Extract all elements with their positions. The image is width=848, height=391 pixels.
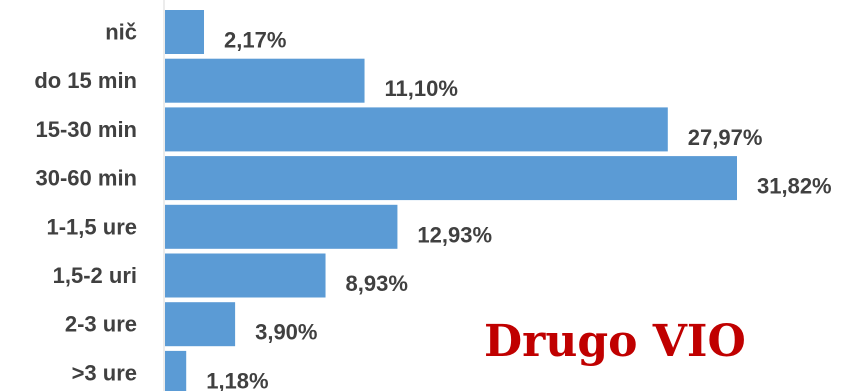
data-label: 3,90%: [255, 320, 317, 345]
chart-annotation: Drugo VIO: [484, 316, 746, 367]
category-label: 2-3 ure: [65, 312, 137, 337]
category-label: 15-30 min: [36, 117, 138, 142]
category-label: 1,5-2 uri: [53, 263, 137, 288]
category-label: >3 ure: [72, 360, 137, 385]
bar: [165, 156, 737, 201]
data-label: 8,93%: [346, 271, 408, 296]
bar: [165, 10, 205, 54]
data-label: 12,93%: [417, 222, 492, 247]
category-label: do 15 min: [34, 68, 137, 93]
data-label: 11,10%: [385, 76, 458, 101]
bar: [165, 350, 187, 391]
category-label: 30-60 min: [36, 166, 138, 191]
data-label: 31,82%: [757, 174, 832, 199]
bar: [165, 253, 326, 298]
category-label: 1-1,5 ure: [47, 214, 138, 239]
bar: [165, 58, 365, 103]
data-label: 27,97%: [688, 125, 763, 150]
data-label: 2,17%: [224, 28, 286, 53]
category-label: nič: [105, 20, 137, 45]
bar: [165, 302, 236, 347]
data-label: 1,18%: [206, 368, 268, 391]
bar: [165, 204, 398, 249]
bar: [165, 107, 668, 152]
